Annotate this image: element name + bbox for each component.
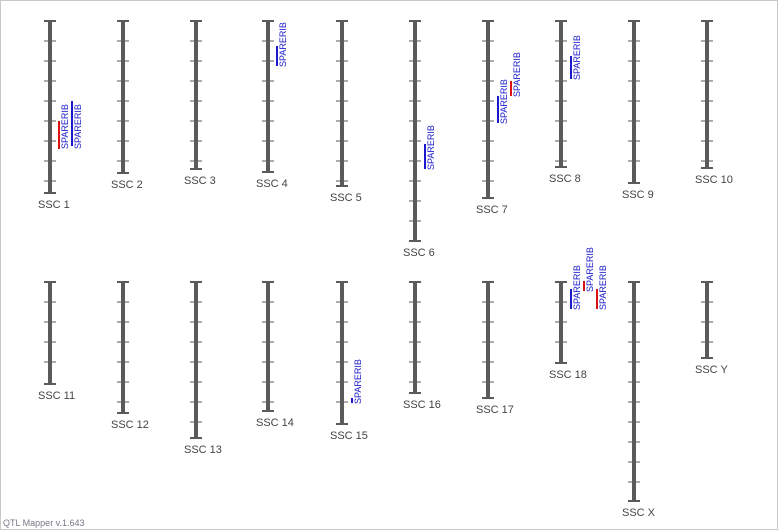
qtl-label: SPARERIB [598,265,608,310]
chromosome-label: SSC 13 [184,444,222,456]
chromosome [48,21,52,193]
chromosome [266,21,270,172]
qtl-label: SPARERIB [585,247,595,292]
qtl-label: SPARERIB [499,79,509,124]
chromosome-label: SSC 18 [549,369,587,381]
chromosome [486,21,490,198]
chromosome [121,282,125,413]
chromosome-label: SSC Y [695,364,728,376]
chromosome-label: SSC 14 [256,417,294,429]
chromosome-label: SSC X [622,507,656,519]
chromosome [413,282,417,393]
qtl-label: SPARERIB [426,125,436,170]
chromosome [48,282,52,384]
qtl-label: SPARERIB [73,104,83,149]
chromosome [632,21,636,183]
chromosome-label: SSC 1 [38,199,70,211]
chromosome [266,282,270,411]
chromosome-label: SSC 15 [330,430,368,442]
footer: QTL Mapper v.1.643 [3,518,85,528]
chromosome-label: SSC 16 [403,399,441,411]
chromosome [486,282,490,398]
chromosome-label: SSC 12 [111,419,149,431]
chromosome [194,282,198,438]
chromosome [559,21,563,167]
chromosome-label: SSC 4 [256,178,288,190]
chromosome [194,21,198,169]
chromosome [121,21,125,173]
chromosome-label: SSC 3 [184,175,216,187]
chromosome [340,21,344,186]
chromosome-label: SSC 9 [622,189,654,201]
chromosome-label: SSC 5 [330,192,362,204]
chromosome [705,282,709,358]
qtl-label: SPARERIB [60,104,70,149]
chromosome-label: SSC 6 [403,247,435,259]
chromosome-label: SSC 17 [476,404,514,416]
qtl-label: SPARERIB [353,359,363,404]
qtl-label: SPARERIB [572,265,582,310]
qtl-label: SPARERIB [512,52,522,97]
chromosome-label: SSC 8 [549,173,581,185]
chromosome [632,282,636,501]
chromosome [413,21,417,241]
chromosome [340,282,344,424]
chromosome-label: SSC 2 [111,179,143,191]
chromosome-label: SSC 10 [695,174,733,186]
chromosome-label: SSC 7 [476,204,508,216]
qtl-label: SPARERIB [572,35,582,80]
chromosome [705,21,709,168]
qtl-label: SPARERIB [278,22,288,67]
chromosome-label: SSC 11 [38,390,75,402]
